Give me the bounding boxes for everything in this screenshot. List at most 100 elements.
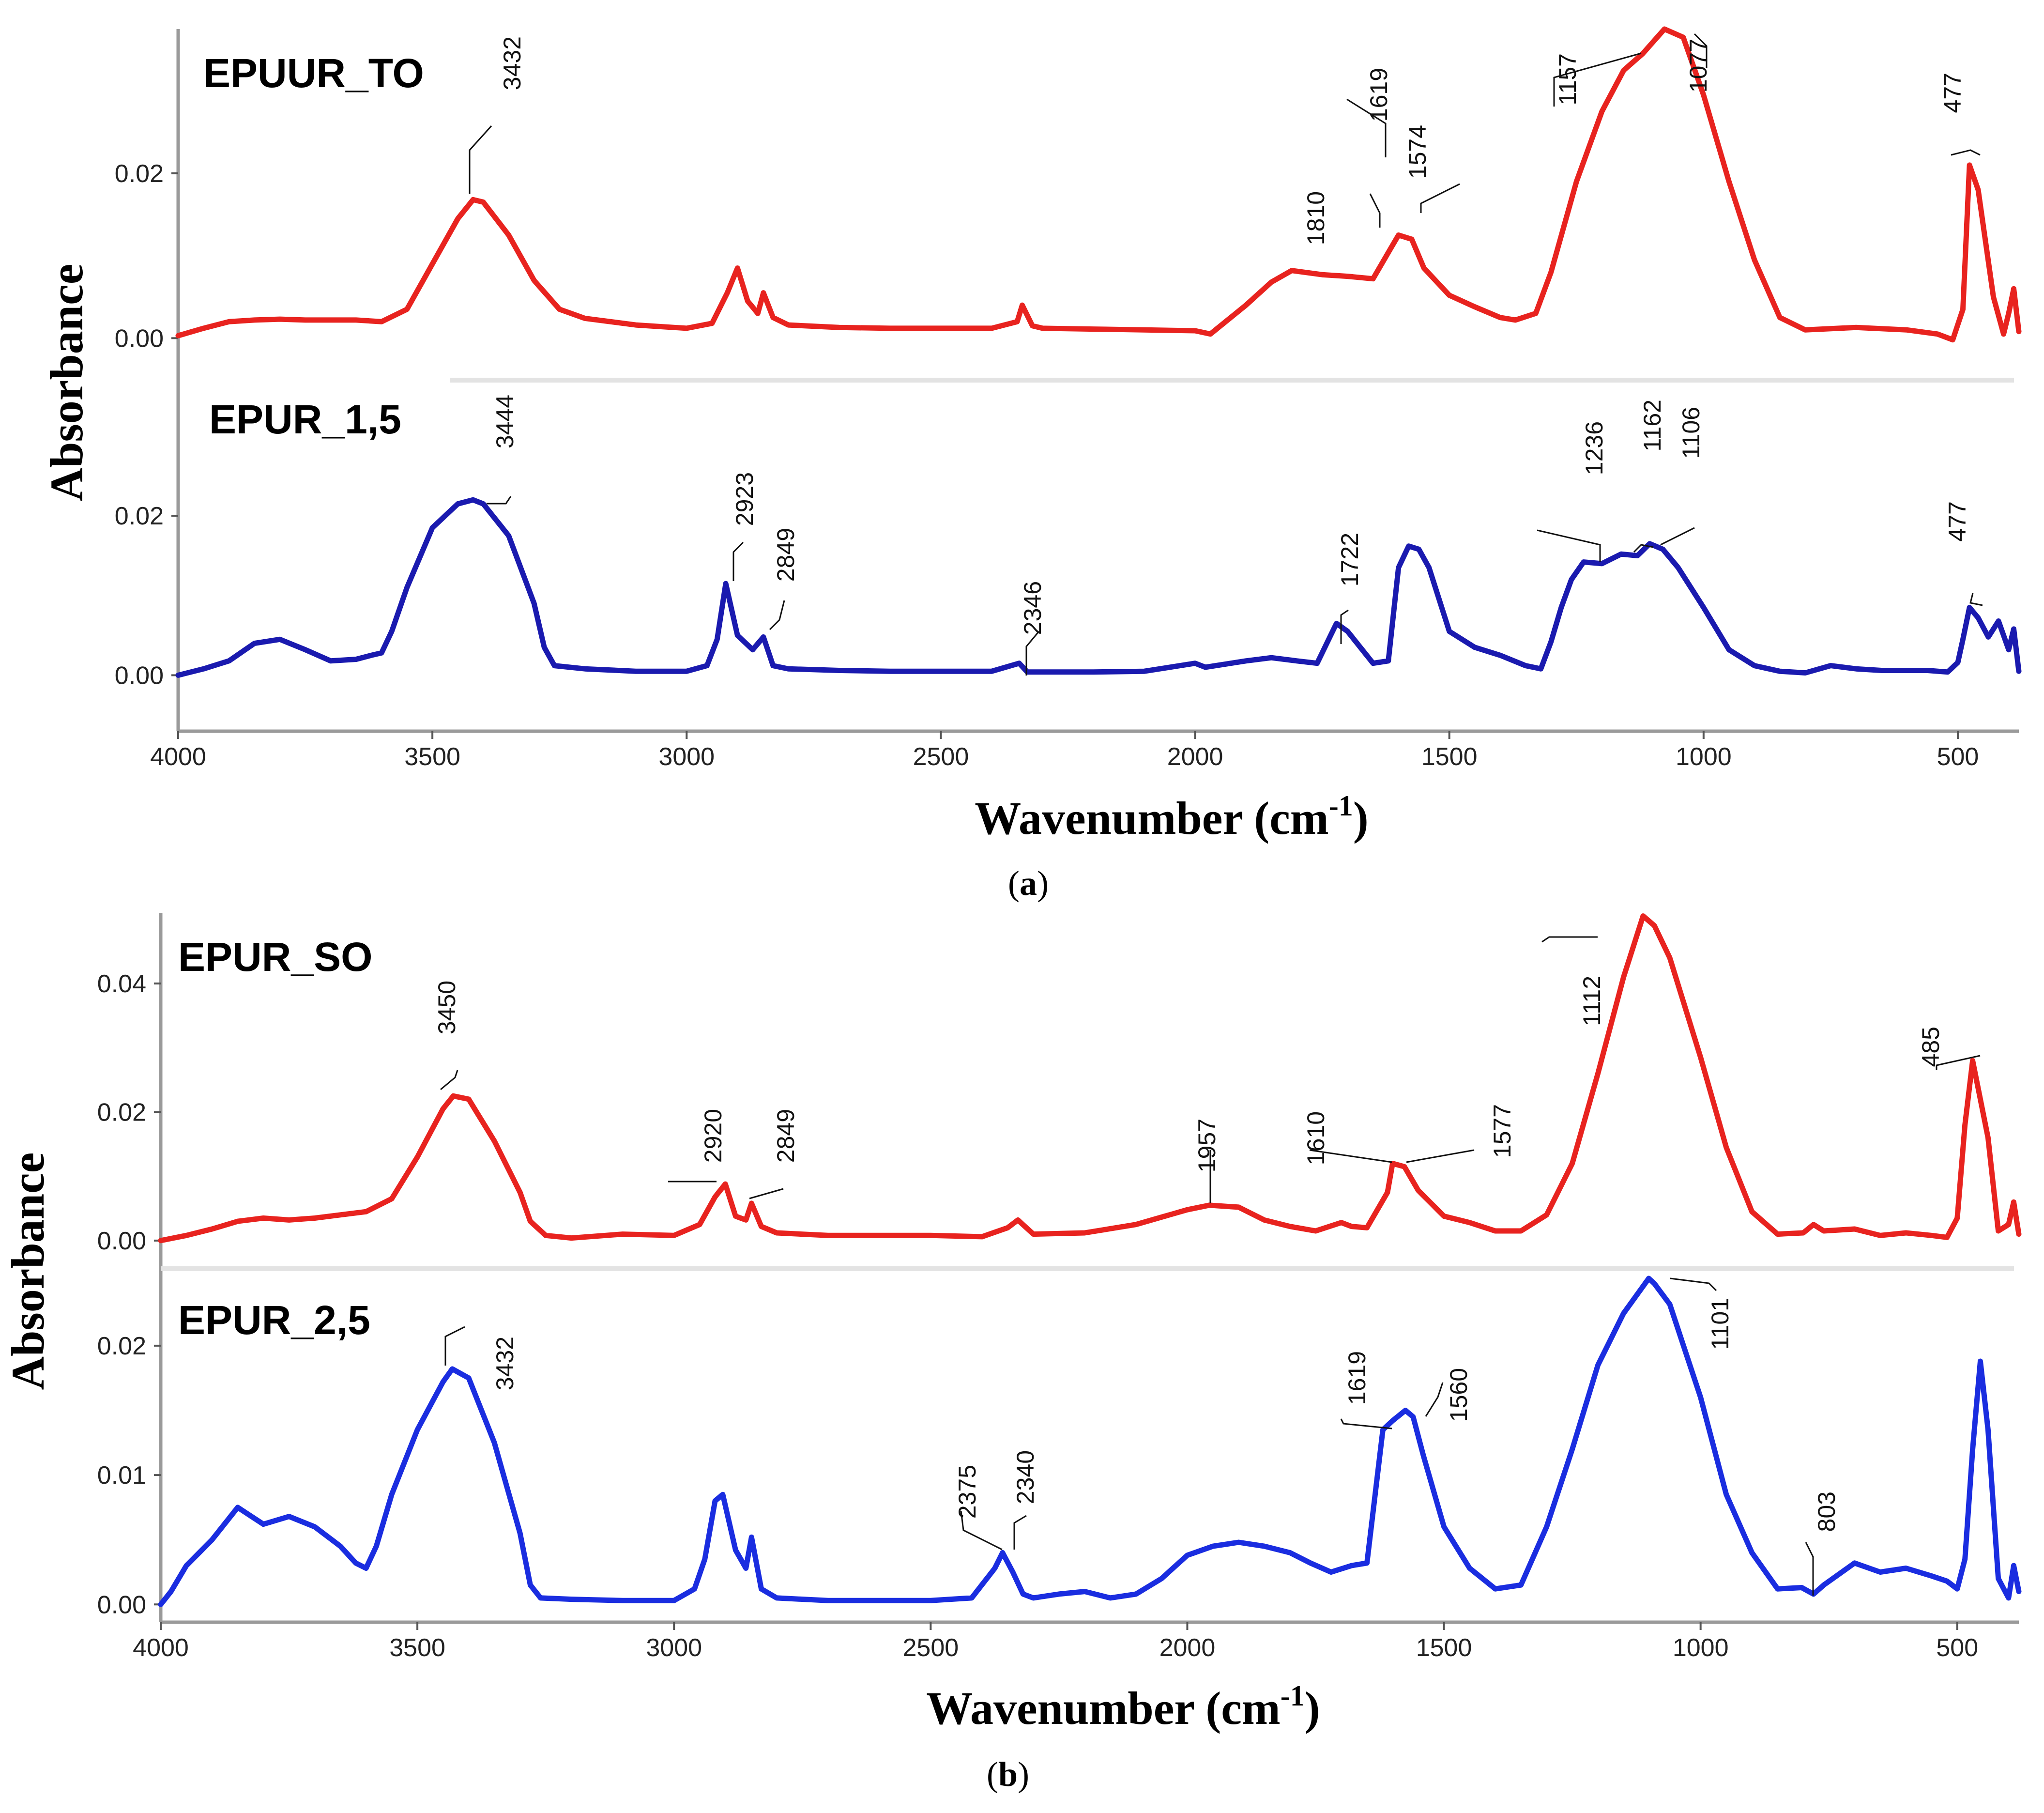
x-axis-title-superscript: -1 [1281,1680,1305,1712]
peak-label: 477 [1939,73,1966,113]
peak-leader-line [1541,936,1598,943]
peak-label: 1106 [1678,407,1705,459]
x-tick-label: 3000 [658,743,715,771]
peak-leader-line [1425,1382,1444,1417]
panel-label-close: ) [1018,1755,1029,1794]
peak-label: 1610 [1302,1111,1329,1165]
y-tick-label: 0.02 [115,160,164,188]
peak-label: 2849 [772,1109,799,1163]
peak-label: 1162 [1639,399,1666,452]
x-tick-label: 1500 [1416,1634,1472,1662]
peak-leader-line [1670,1277,1717,1291]
peak-label: 1810 [1302,191,1329,245]
x-tick-label: 4000 [150,743,206,771]
peak-leader-line [1346,98,1387,157]
x-axis-title-close: ) [1305,1682,1320,1734]
peak-leader-line [1013,1515,1027,1550]
x-tick-label: 3500 [389,1634,445,1662]
sample-label: EPUR_1,5 [209,397,401,442]
peak-label: 1560 [1445,1368,1472,1422]
panel-label-close: ) [1037,864,1049,903]
peak-label: 2923 [731,472,758,526]
peak-leader-line [732,541,744,581]
peak-leader-line [1660,527,1695,546]
y-tick-label: 0.00 [115,324,164,353]
peak-label: 2375 [954,1465,981,1519]
peak-label: 1236 [1581,421,1608,475]
y-tick-label: 0.00 [97,1591,146,1619]
peak-leader-line [1805,1542,1814,1596]
x-tick-label: 3500 [404,743,460,771]
peak-leader-line [1340,609,1349,644]
peak-label: 1077 [1685,39,1712,92]
x-axis-title-text: Wavenumber (cm [926,1682,1280,1734]
x-tick-label: 500 [1937,743,1979,771]
y-tick-label: 0.02 [115,502,164,530]
x-tick-label: 1000 [1673,1634,1729,1662]
peak-label: 3444 [491,395,519,448]
peak-label: 3432 [491,1337,519,1390]
spectrum-line-epur-so [158,913,2022,1244]
peak-label: 1157 [1554,53,1581,106]
x-axis-title: Wavenumber (cm-1) [975,790,1368,844]
x-tick-label: 2500 [913,743,969,771]
x-tick-label: 4000 [133,1634,189,1662]
peak-label: 2920 [700,1109,727,1163]
peak-label: 3432 [499,36,526,90]
y-axis-title: Absorbance [41,264,92,502]
panel-label: (a) [1008,864,1049,903]
x-tick-label: 500 [1936,1634,1978,1662]
spectrum-line-epur-1-5 [175,497,2022,678]
y-tick-label: 0.04 [97,970,146,998]
sample-label: EPUUR_TO [203,50,424,96]
peak-label: 2340 [1012,1450,1039,1504]
panel-label-open: ( [1008,864,1020,903]
peak-leader-line [1936,1055,1981,1070]
peak-leader-line [1537,529,1601,562]
x-tick-label: 1500 [1421,743,1478,771]
peak-leader-line [1420,183,1460,213]
x-tick-label: 2500 [902,1634,959,1662]
peak-leader-line [1951,149,1981,156]
peak-label: 1574 [1404,125,1431,179]
spectrum-line-epuur-to [175,26,2022,343]
peak-leader-line [444,1326,465,1366]
peak-label: 477 [1944,501,1971,541]
y-tick-label: 0.02 [97,1098,146,1126]
peak-leader-line [1553,52,1642,107]
peak-label: 1957 [1193,1119,1220,1172]
panel-label-letter: b [998,1755,1018,1794]
peak-label: 1112 [1578,976,1605,1026]
peak-leader-line [1633,544,1654,553]
peak-label: 2346 [1019,581,1046,635]
peak-label: 1619 [1343,1351,1371,1405]
x-tick-label: 3000 [646,1634,702,1662]
spectrum-line-epur-2-5 [158,1275,2022,1607]
peak-label: 803 [1813,1491,1840,1532]
peak-leader-line [1309,1149,1392,1163]
x-axis-title-text: Wavenumber (cm [975,792,1328,844]
peak-label: 1577 [1489,1104,1516,1158]
peak-leader-line [1025,631,1039,676]
sample-label: EPUR_2,5 [178,1297,370,1343]
peak-leader-line [749,1188,784,1199]
peak-label: 1101 [1707,1298,1734,1350]
peak-label: 485 [1917,1027,1944,1067]
peak-leader-line [1369,193,1381,228]
sample-label: EPUR_SO [178,934,372,980]
y-axis-title: Absorbance [2,1152,54,1390]
y-tick-label: 0.01 [97,1461,146,1490]
peak-leader-line [1340,1418,1392,1429]
peak-leader-line [1406,1149,1475,1163]
x-tick-label: 2000 [1167,743,1223,771]
panel-label: (b) [987,1755,1029,1794]
peak-leader-line [960,1510,1003,1551]
peak-label: 1619 [1365,68,1392,122]
peak-label: 3450 [433,981,460,1034]
peak-leader-line [1969,593,1983,606]
y-tick-label: 0.02 [97,1332,146,1360]
chart-panel-a: 4000 3500 3000 2500 2000 1500 1000 500 0.00 0.02 E… [41,26,2022,903]
x-tick-label: 1000 [1676,743,1732,771]
x-axis-title: Wavenumber (cm-1) [926,1680,1320,1734]
